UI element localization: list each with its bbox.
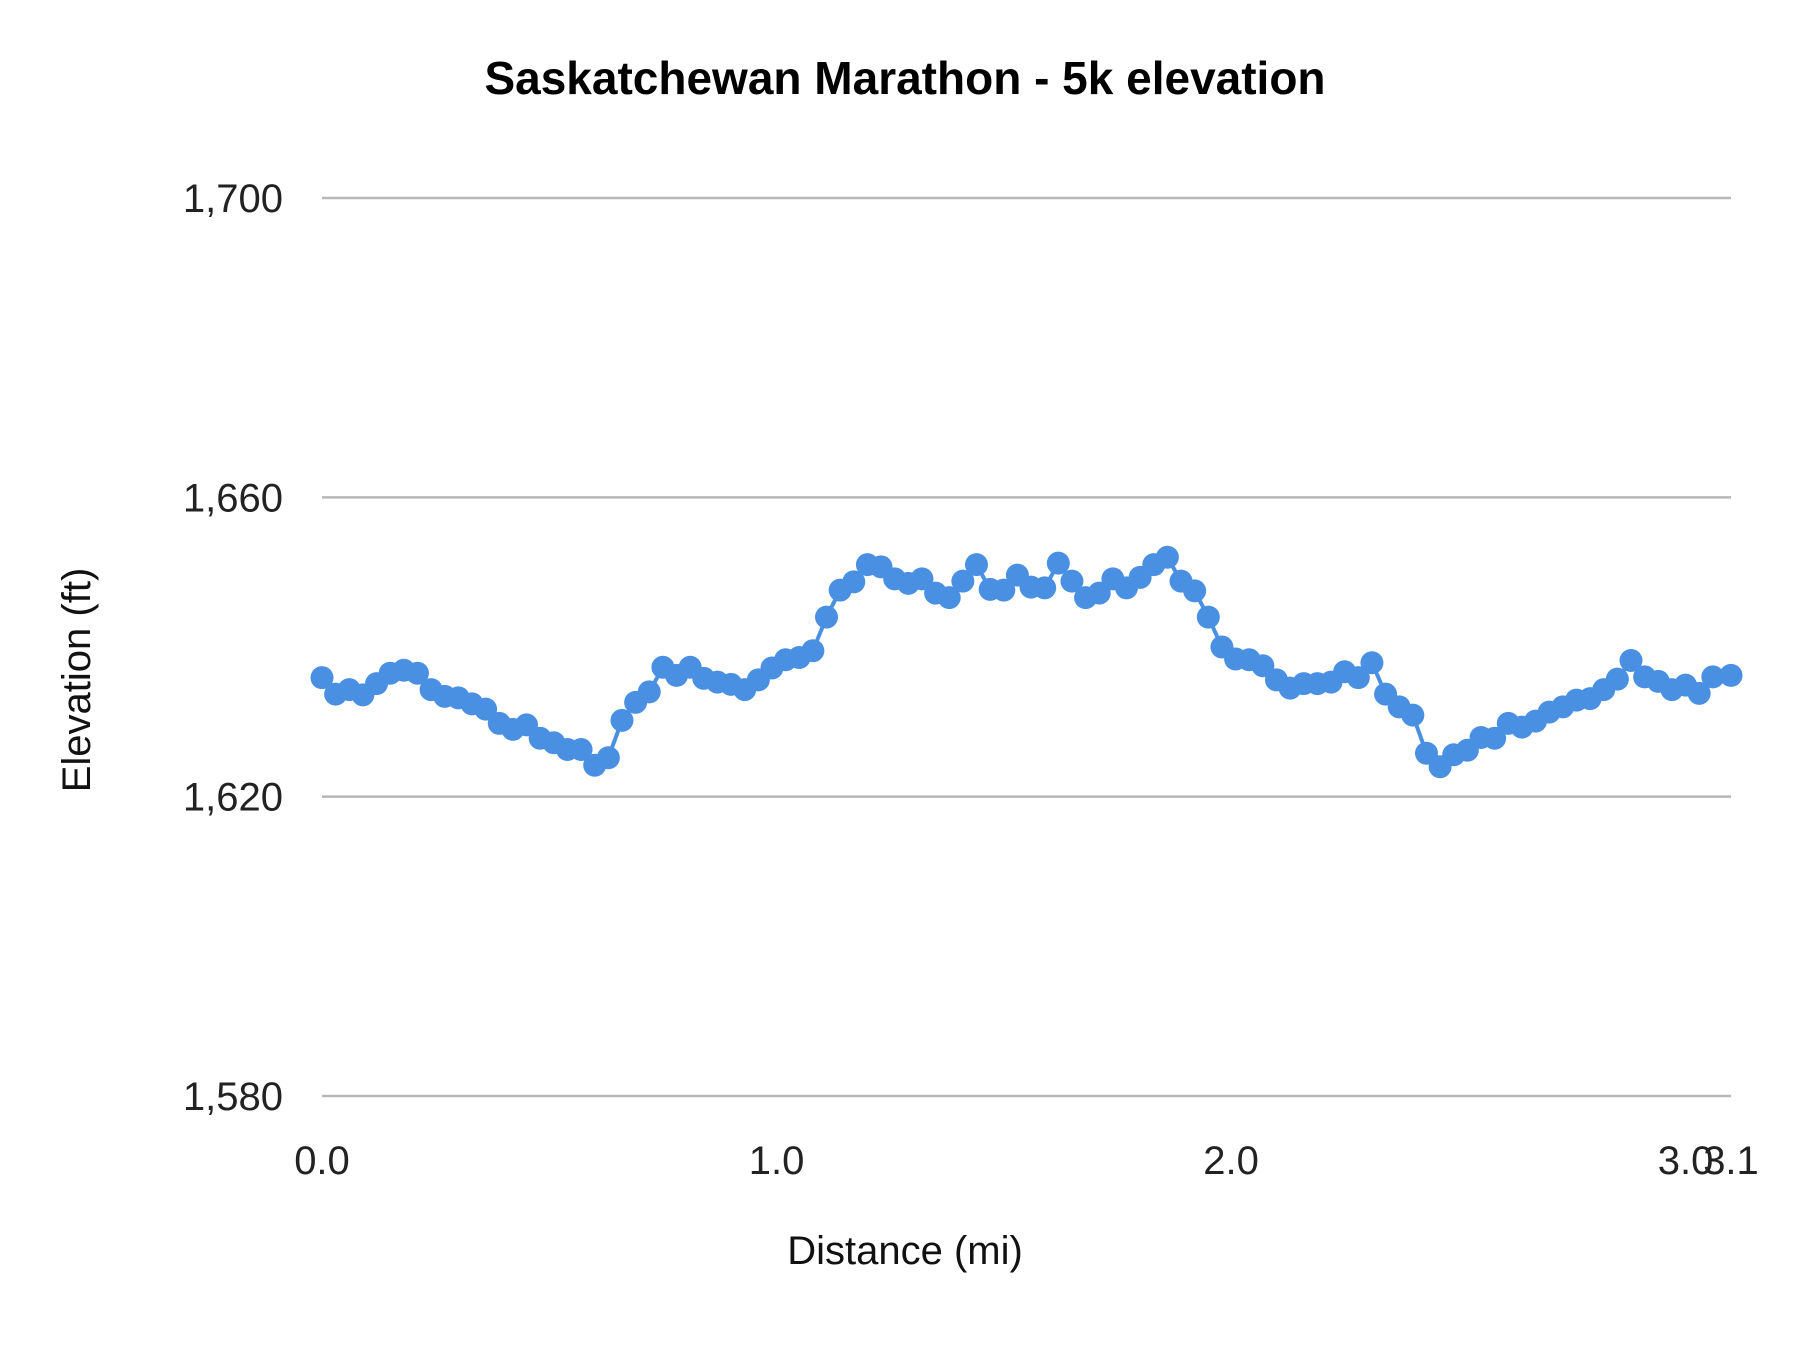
data-point [1196,605,1220,629]
y-axis-ticks: 1,580 1,620 1,660 1,700 [183,177,283,1119]
data-point [1033,576,1057,600]
x-tick-label: 0.0 [294,1139,350,1183]
data-point [610,708,634,732]
data-point [1046,551,1070,575]
data-point [1719,663,1743,687]
data-point [1687,681,1711,705]
y-tick-label: 1,620 [183,776,283,820]
data-point [596,746,620,770]
data-point [992,578,1016,602]
x-axis-title: Distance (mi) [787,1229,1023,1273]
y-tick-label: 1,580 [183,1075,283,1119]
data-point [951,569,975,593]
data-point [1183,579,1207,603]
x-axis-ticks: 0.0 1.0 2.0 3.03.1 [294,1139,1759,1183]
data-point [1251,654,1275,678]
data-point [1483,726,1507,750]
data-point [815,605,839,629]
data-point [1060,569,1084,593]
y-axis-title: Elevation (ft) [55,568,99,793]
data-point [310,666,334,690]
data-point [1605,667,1629,691]
data-point [1619,648,1643,672]
data-point [910,567,934,591]
chart-title: Saskatchewan Marathon - 5k elevation [484,52,1325,104]
data-point [1155,545,1179,569]
data-point [937,586,961,610]
data-point [1360,651,1384,675]
x-tick-label: 1.0 [749,1139,805,1183]
data-point [637,680,661,704]
gridlines [322,196,1731,1098]
x-tick-label: 2.0 [1203,1139,1259,1183]
y-tick-label: 1,660 [183,476,283,520]
data-point [842,570,866,594]
data-point [1346,666,1370,690]
data-point [405,661,429,685]
data-point [801,639,825,663]
data-point [965,553,989,577]
data-point [569,738,593,762]
x-tick-label: 3.1 [1703,1139,1759,1183]
x-tick-label: 3.0 [1658,1139,1714,1183]
y-tick-label: 1,700 [183,177,283,221]
data-point [474,697,498,721]
data-point [1401,703,1425,727]
data-point [1087,581,1111,605]
data-point [1701,665,1725,689]
elevation-series [310,545,1743,779]
